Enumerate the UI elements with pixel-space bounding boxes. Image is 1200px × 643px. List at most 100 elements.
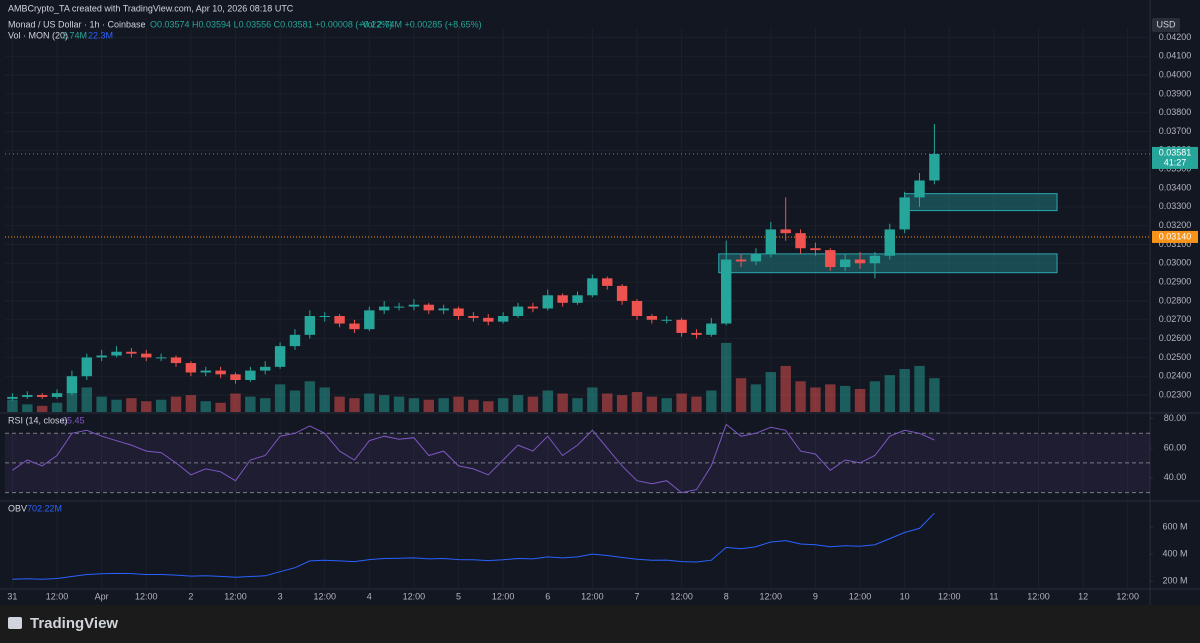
volume-bar [795, 381, 806, 412]
volume-bar [319, 387, 330, 412]
volume-bar [483, 401, 494, 412]
volume-bar [750, 384, 762, 412]
candle-body [51, 393, 63, 397]
y-tick-label: 0.04100 [1159, 51, 1192, 61]
candle-body [542, 295, 553, 309]
candle-body [260, 366, 271, 371]
x-tick-label: 12:00 [938, 591, 961, 601]
candle-body [676, 319, 687, 333]
volume-bar [661, 398, 672, 412]
last-price-label: 0.03581 [1159, 147, 1192, 157]
volume-bar [304, 381, 316, 412]
candle-body [795, 233, 806, 249]
candle-body [706, 323, 717, 335]
candle-body [691, 332, 702, 335]
volume-bar [869, 381, 881, 412]
volume-bar [616, 395, 628, 412]
candle-body [155, 357, 167, 359]
y-tick-label: 0.04000 [1159, 69, 1192, 79]
candle-body [274, 346, 286, 367]
x-tick-label: 5 [456, 591, 461, 601]
footer-bar [0, 605, 1200, 643]
volume-bar [438, 398, 449, 412]
x-tick-label: 2 [188, 591, 193, 601]
candle-body [408, 304, 420, 307]
volume-ma-value: 22.3M [88, 30, 113, 40]
x-tick-label: 12:00 [224, 591, 247, 601]
indicator-value: 65.45 [62, 415, 85, 425]
x-tick-label: 4 [367, 591, 372, 601]
candle-body [230, 374, 241, 380]
x-tick-label: 7 [634, 591, 639, 601]
volume-bar [66, 390, 78, 412]
y-tick-label: 60.00 [1164, 442, 1187, 452]
y-tick-label: 0.04200 [1159, 32, 1192, 42]
x-tick-label: 12 [1078, 591, 1088, 601]
candle-body [587, 278, 598, 296]
countdown: 41:27 [1164, 157, 1187, 167]
volume-bar [141, 401, 152, 412]
volume-bar [810, 387, 821, 412]
candle-body [81, 357, 92, 377]
volume-bar [215, 402, 226, 412]
currency[interactable]: USD [1156, 19, 1176, 29]
volume-bar [929, 378, 940, 412]
volume-bar [780, 365, 791, 412]
indicator-line [12, 423, 935, 494]
candle-body [200, 370, 211, 373]
credit: AMBCrypto_TA created with TradingView.co… [8, 3, 294, 13]
x-tick-label: 8 [724, 591, 729, 601]
volume-bar [155, 399, 167, 412]
candle-body [245, 370, 256, 380]
currency-box[interactable] [1152, 18, 1180, 32]
volume-bar [453, 396, 464, 412]
volume-bar [22, 404, 33, 412]
volume-bar [839, 385, 851, 412]
indicator-value: 702.22M [27, 503, 62, 513]
candle-body [914, 180, 925, 198]
volume-bar [170, 396, 182, 412]
volume-bar [735, 378, 747, 412]
candle-body [765, 229, 777, 254]
ohlc: O0.03574 H0.03594 L0.03556 C0.03581 +0.0… [150, 19, 392, 29]
volume-bar [720, 342, 732, 412]
y-tick-label: 0.02600 [1159, 333, 1192, 343]
volume-bar [289, 390, 301, 412]
y-tick-label: 0.03100 [1159, 239, 1192, 249]
candle-body [453, 308, 464, 316]
candle-body [111, 351, 122, 356]
volume-bar [81, 387, 92, 412]
x-tick-label: 12:00 [581, 591, 604, 601]
x-tick-label: 6 [545, 591, 550, 601]
candle-body [825, 250, 836, 268]
x-tick-label: 10 [900, 591, 910, 601]
candle-body [646, 316, 658, 320]
y-tick-label: 0.02400 [1159, 371, 1192, 381]
candle-body [393, 306, 405, 308]
x-tick-label: 9 [813, 591, 818, 601]
volume-legend: Vol 2.74M +0.00285 (+8.65%) [362, 19, 482, 29]
x-tick-label: 12:00 [135, 591, 158, 601]
volume-bar [676, 393, 687, 412]
candle-body [438, 308, 449, 311]
candle-body [854, 259, 866, 264]
volume-bar [497, 398, 509, 412]
candle-body [750, 253, 762, 262]
volume-bar [230, 393, 241, 412]
rsi-study: RSI (14, close) [8, 415, 68, 425]
candle-body [170, 357, 182, 364]
y-tick-label: 80.00 [1164, 413, 1187, 423]
y-tick-label: 600 M [1162, 521, 1187, 531]
candle-body [66, 376, 78, 394]
last-price-tag [1152, 146, 1198, 169]
y-tick-label: 0.03200 [1159, 220, 1192, 230]
candle-body [36, 395, 48, 397]
symbol: Monad / US Dollar · 1h · Coinbase [8, 19, 146, 29]
x-tick-label: 12:00 [46, 591, 69, 601]
candle-body [631, 300, 643, 316]
volume-bar [7, 399, 18, 412]
volume-bar [111, 399, 122, 412]
candle-body [96, 355, 107, 358]
x-tick-label: 11 [989, 591, 998, 601]
volume-value: 2.74M [62, 30, 87, 40]
